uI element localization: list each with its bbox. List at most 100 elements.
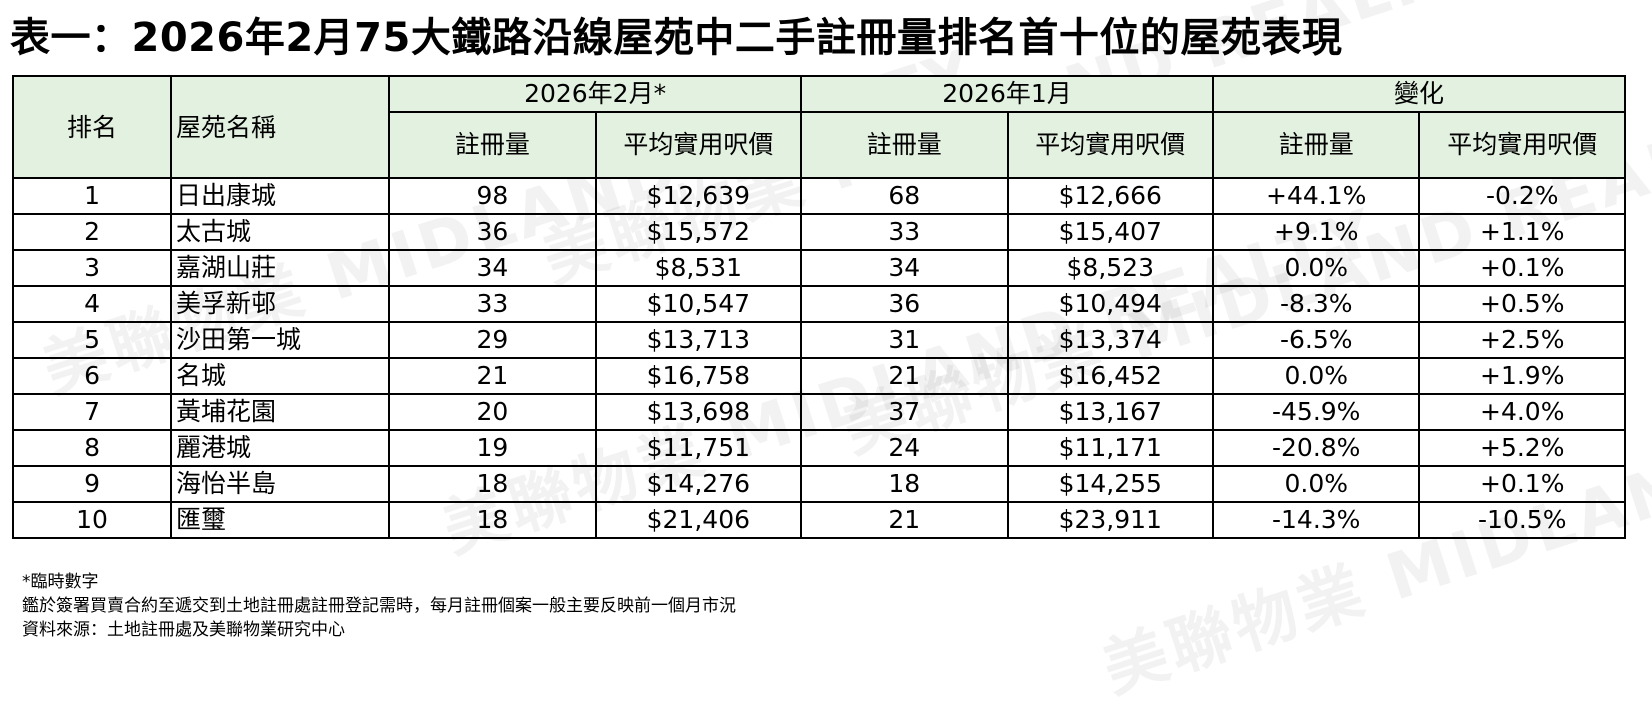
cell-rank: 8 bbox=[11, 429, 173, 467]
header-feb-registrations: 註冊量 bbox=[388, 111, 597, 179]
header-feb-avg-price: 平均實用呎價 bbox=[594, 111, 803, 179]
cell-jan-registrations: 21 bbox=[800, 357, 1009, 395]
cell-estate-name: 美孚新邨 bbox=[170, 285, 391, 323]
cell-jan-registrations: 18 bbox=[800, 465, 1009, 503]
cell-feb-avg-price: $13,713 bbox=[594, 321, 803, 359]
cell-feb-avg-price: $13,698 bbox=[594, 393, 803, 431]
header-row-metrics: 註冊量 平均實用呎價 註冊量 平均實用呎價 註冊量 平均實用呎價 bbox=[13, 111, 1626, 179]
cell-change-registrations: -20.8% bbox=[1211, 429, 1421, 467]
cell-rank: 10 bbox=[11, 501, 173, 539]
cell-estate-name: 日出康城 bbox=[170, 177, 391, 215]
table-row: 9 海怡半島 18 $14,276 18 $14,255 0.0% +0.1% bbox=[11, 465, 1626, 503]
table-row: 2 太古城 36 $15,572 33 $15,407 +9.1% +1.1% bbox=[11, 213, 1626, 251]
cell-change-registrations: -45.9% bbox=[1211, 393, 1421, 431]
cell-jan-avg-price: $13,167 bbox=[1006, 393, 1214, 431]
cell-change-registrations: -6.5% bbox=[1211, 321, 1421, 359]
cell-jan-avg-price: $13,374 bbox=[1006, 321, 1214, 359]
cell-feb-registrations: 20 bbox=[388, 393, 597, 431]
cell-jan-registrations: 37 bbox=[800, 393, 1009, 431]
cell-change-registrations: -14.3% bbox=[1211, 501, 1421, 539]
cell-change-avg-price: +0.5% bbox=[1418, 285, 1626, 323]
cell-change-avg-price: +1.1% bbox=[1418, 213, 1626, 251]
header-row-periods: 排名 屋苑名稱 2026年2月* 2026年1月 變化 bbox=[11, 75, 1627, 179]
cell-jan-registrations: 36 bbox=[800, 285, 1009, 323]
cell-jan-registrations: 34 bbox=[800, 249, 1009, 287]
cell-estate-name: 太古城 bbox=[170, 213, 391, 251]
cell-jan-registrations: 31 bbox=[800, 321, 1009, 359]
cell-feb-avg-price: $11,751 bbox=[594, 429, 803, 467]
header-period-jan: 2026年1月 bbox=[800, 75, 1214, 113]
cell-jan-avg-price: $15,407 bbox=[1006, 213, 1214, 251]
table-row: 4 美孚新邨 33 $10,547 36 $10,494 -8.3% +0.5% bbox=[11, 285, 1626, 323]
header-estate-name: 屋苑名稱 bbox=[170, 75, 391, 179]
cell-change-avg-price: +4.0% bbox=[1418, 393, 1626, 431]
page-title: 表一：2026年2月75大鐵路沿線屋苑中二手註冊量排名首十位的屋苑表現 bbox=[10, 15, 1343, 61]
cell-feb-registrations: 19 bbox=[388, 429, 597, 467]
cell-feb-avg-price: $16,758 bbox=[594, 357, 803, 395]
cell-jan-avg-price: $12,666 bbox=[1006, 177, 1214, 215]
cell-change-avg-price: +0.1% bbox=[1418, 465, 1626, 503]
cell-jan-avg-price: $10,494 bbox=[1006, 285, 1214, 323]
footnote-source: 資料來源：土地註冊處及美聯物業研究中心 bbox=[22, 620, 345, 640]
cell-change-registrations: +44.1% bbox=[1211, 177, 1421, 215]
cell-change-avg-price: -0.2% bbox=[1418, 177, 1626, 215]
cell-jan-avg-price: $23,911 bbox=[1006, 501, 1214, 539]
cell-change-avg-price: +1.9% bbox=[1418, 357, 1626, 395]
header-rank: 排名 bbox=[11, 75, 173, 179]
header-change-avg-price: 平均實用呎價 bbox=[1418, 111, 1626, 179]
cell-feb-registrations: 98 bbox=[388, 177, 597, 215]
cell-feb-avg-price: $12,639 bbox=[594, 177, 803, 215]
cell-estate-name: 名城 bbox=[170, 357, 391, 395]
cell-feb-registrations: 29 bbox=[388, 321, 597, 359]
table-row: 1 日出康城 98 $12,639 68 $12,666 +44.1% -0.2% bbox=[11, 177, 1626, 215]
cell-estate-name: 匯璽 bbox=[170, 501, 391, 539]
cell-estate-name: 麗港城 bbox=[170, 429, 391, 467]
cell-rank: 2 bbox=[11, 213, 173, 251]
cell-feb-registrations: 18 bbox=[388, 465, 597, 503]
header-jan-avg-price: 平均實用呎價 bbox=[1006, 111, 1214, 179]
cell-change-registrations: 0.0% bbox=[1211, 249, 1421, 287]
cell-jan-registrations: 24 bbox=[800, 429, 1009, 467]
cell-rank: 4 bbox=[11, 285, 173, 323]
table-row: 5 沙田第一城 29 $13,713 31 $13,374 -6.5% +2.5% bbox=[11, 321, 1626, 359]
cell-feb-avg-price: $8,531 bbox=[594, 249, 803, 287]
cell-change-avg-price: -10.5% bbox=[1418, 501, 1626, 539]
cell-rank: 1 bbox=[11, 177, 173, 215]
cell-jan-registrations: 33 bbox=[800, 213, 1009, 251]
cell-change-registrations: -8.3% bbox=[1211, 285, 1421, 323]
header-change: 變化 bbox=[1211, 75, 1627, 113]
cell-change-registrations: 0.0% bbox=[1211, 357, 1421, 395]
cell-rank: 9 bbox=[11, 465, 173, 503]
cell-jan-avg-price: $16,452 bbox=[1006, 357, 1214, 395]
cell-change-avg-price: +0.1% bbox=[1418, 249, 1626, 287]
cell-change-registrations: 0.0% bbox=[1211, 465, 1421, 503]
cell-change-avg-price: +2.5% bbox=[1418, 321, 1626, 359]
table-row: 10 匯璽 18 $21,406 21 $23,911 -14.3% -10.5% bbox=[11, 501, 1626, 539]
cell-rank: 6 bbox=[11, 357, 173, 395]
footnotes: *臨時數字 鑑於簽署買賣合約至遞交到土地註冊處註冊登記需時，每月註冊個案一般主要… bbox=[22, 570, 736, 642]
cell-rank: 5 bbox=[11, 321, 173, 359]
cell-rank: 7 bbox=[11, 393, 173, 431]
cell-estate-name: 沙田第一城 bbox=[170, 321, 391, 359]
cell-jan-avg-price: $8,523 bbox=[1006, 249, 1214, 287]
table-row: 6 名城 21 $16,758 21 $16,452 0.0% +1.9% bbox=[11, 357, 1626, 395]
cell-estate-name: 黃埔花園 bbox=[170, 393, 391, 431]
cell-rank: 3 bbox=[11, 249, 173, 287]
cell-jan-registrations: 21 bbox=[800, 501, 1009, 539]
cell-estate-name: 海怡半島 bbox=[170, 465, 391, 503]
estate-ranking-table: 排名 屋苑名稱 2026年2月* 2026年1月 變化 註冊量 平均實用呎價 註… bbox=[11, 75, 1627, 539]
cell-jan-avg-price: $14,255 bbox=[1006, 465, 1214, 503]
footnote-method: 鑑於簽署買賣合約至遞交到土地註冊處註冊登記需時，每月註冊個案一般主要反映前一個月… bbox=[22, 596, 736, 616]
table-row: 8 麗港城 19 $11,751 24 $11,171 -20.8% +5.2% bbox=[11, 429, 1626, 467]
cell-change-registrations: +9.1% bbox=[1211, 213, 1421, 251]
cell-estate-name: 嘉湖山莊 bbox=[170, 249, 391, 287]
cell-jan-registrations: 68 bbox=[800, 177, 1009, 215]
cell-feb-registrations: 21 bbox=[388, 357, 597, 395]
cell-feb-registrations: 18 bbox=[388, 501, 597, 539]
table-row: 3 嘉湖山莊 34 $8,531 34 $8,523 0.0% +0.1% bbox=[11, 249, 1626, 287]
cell-feb-registrations: 36 bbox=[388, 213, 597, 251]
cell-feb-avg-price: $14,276 bbox=[594, 465, 803, 503]
header-period-feb: 2026年2月* bbox=[388, 75, 803, 113]
cell-feb-registrations: 34 bbox=[388, 249, 597, 287]
cell-jan-avg-price: $11,171 bbox=[1006, 429, 1214, 467]
